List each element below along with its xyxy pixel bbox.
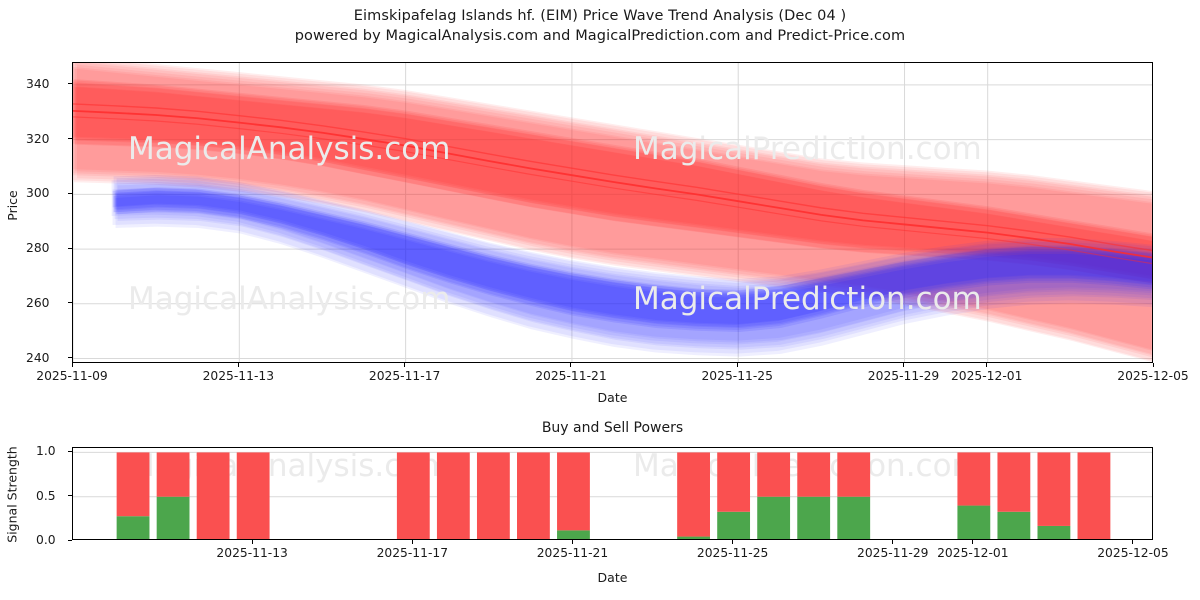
sell-power-bar <box>436 452 470 539</box>
watermark-magicalprediction: MagicalPrediction.com <box>633 131 982 167</box>
sell-power-bar <box>717 452 751 512</box>
power-xtick-2025-12-05: 2025-12-05 <box>1097 546 1169 560</box>
main-xtick-2025-12-05: 2025-12-05 <box>1117 369 1189 383</box>
main-xtick-2025-11-21: 2025-11-21 <box>535 369 607 383</box>
sell-power-bar <box>156 452 190 497</box>
power-xtick-mark-2025-11-21 <box>571 540 573 544</box>
sell-power-bar <box>957 452 991 506</box>
power-chart-xlabel: Date <box>597 570 628 585</box>
buy-power-bar <box>677 536 710 539</box>
sell-power-bar <box>196 452 230 539</box>
main-ytick-mark-300 <box>68 192 72 194</box>
main-ytick-mark-260 <box>68 302 72 304</box>
sell-power-bar <box>517 452 550 539</box>
title-line-1: Eimskipafelag Islands hf. (EIM) Price Wa… <box>353 8 847 24</box>
power-ytick-0: 0.0 <box>36 533 56 547</box>
buy-power-bar <box>957 505 991 539</box>
power-xtick-mark-2025-11-13 <box>251 540 253 544</box>
title-line-2: powered by MagicalAnalysis.com and Magic… <box>294 28 906 44</box>
main-chart-svg: MagicalAnalysis.com MagicalPrediction.com… <box>73 63 1152 362</box>
power-ytick-0.5: 0.5 <box>36 488 56 503</box>
watermark-magicalprediction: MagicalPrediction.com <box>633 281 982 317</box>
sell-power-bar <box>116 452 150 517</box>
sell-power-bar <box>396 452 430 539</box>
power-xtick-2025-11-21: 2025-11-21 <box>536 546 609 560</box>
buy-power-bar <box>837 496 871 539</box>
sell-power-bar <box>997 452 1031 512</box>
power-xtick-2025-12-01: 2025-12-01 <box>937 546 1009 560</box>
watermark-magicalanalysis: MagicalAnalysis.com <box>128 131 450 167</box>
power-xtick-2025-11-29: 2025-11-29 <box>857 546 929 560</box>
buy-power-bar <box>1037 525 1071 539</box>
main-xtick-mark-2025-11-25 <box>736 363 738 367</box>
sell-power-bar <box>557 452 590 531</box>
power-xtick-mark-2025-11-29 <box>892 540 894 544</box>
power-xtick-2025-11-25: 2025-11-25 <box>696 546 769 560</box>
main-xtick-2025-12-01: 2025-12-01 <box>950 369 1023 383</box>
main-xtick-mark-2025-12-05 <box>1152 363 1154 367</box>
power-chart-ylabel: Signal Strength <box>4 446 20 543</box>
buy-power-bar <box>557 530 590 539</box>
main-xtick-mark-2025-11-17 <box>404 363 406 367</box>
main-ytick-mark-240 <box>68 357 72 359</box>
sell-power-bar <box>797 452 831 497</box>
figure-title: Eimskipafelag Islands hf. (EIM) Price Wa… <box>0 6 1200 46</box>
power-xtick-2025-11-17: 2025-11-17 <box>376 546 449 560</box>
power-xtick-mark-2025-11-25 <box>732 540 734 544</box>
main-ytick-260: 260 <box>26 295 50 310</box>
buy-power-bar <box>797 496 831 539</box>
main-xtick-2025-11-13: 2025-11-13 <box>202 369 275 383</box>
buy-power-bar <box>757 496 791 539</box>
power-ytick-1: 1.0 <box>36 444 56 459</box>
power-xtick-mark-2025-12-05 <box>1132 540 1134 544</box>
sell-power-bar <box>476 452 510 539</box>
power-ytick-mark-0 <box>68 539 72 541</box>
main-xtick-mark-2025-12-01 <box>986 363 988 367</box>
main-xtick-mark-2025-11-09 <box>71 363 73 367</box>
main-ytick-240: 240 <box>26 350 50 365</box>
main-xtick-2025-11-09: 2025-11-09 <box>36 369 108 383</box>
main-chart-plot-area: MagicalAnalysis.com MagicalPrediction.com… <box>72 62 1153 363</box>
main-xtick-2025-11-29: 2025-11-29 <box>867 369 940 383</box>
buy-power-bar <box>116 516 150 539</box>
power-ytick-mark-1 <box>68 450 72 452</box>
main-xtick-mark-2025-11-13 <box>237 363 239 367</box>
main-ytick-340: 340 <box>26 76 50 91</box>
power-chart-title: Buy and Sell Powers <box>541 420 684 436</box>
sell-power-bar <box>837 452 871 497</box>
main-ytick-320: 320 <box>26 131 50 146</box>
sell-power-bar <box>236 452 270 539</box>
main-ytick-mark-280 <box>68 247 72 249</box>
main-ytick-mark-340 <box>68 83 72 85</box>
power-xtick-mark-2025-11-17 <box>411 540 413 544</box>
main-ytick-300: 300 <box>26 186 50 201</box>
main-chart-xlabel: Date <box>597 390 628 405</box>
power-xtick-mark-2025-12-01 <box>972 540 974 544</box>
main-xtick-2025-11-17: 2025-11-17 <box>368 369 441 383</box>
sell-power-bar <box>1037 452 1071 526</box>
buy-power-bar <box>717 511 751 539</box>
main-xtick-mark-2025-11-21 <box>570 363 572 367</box>
main-ytick-mark-320 <box>68 138 72 140</box>
main-ytick-280: 280 <box>26 241 50 256</box>
buy-power-bar <box>156 496 190 539</box>
watermark-magicalanalysis: MagicalAnalysis.com <box>128 281 450 317</box>
sell-power-bar <box>757 452 791 497</box>
power-xtick-2025-11-13: 2025-11-13 <box>216 546 288 560</box>
main-chart-ylabel: Price <box>4 190 20 221</box>
buy-power-bar <box>997 511 1031 539</box>
sell-power-bar <box>1077 452 1111 539</box>
main-xtick-2025-11-25: 2025-11-25 <box>701 369 773 383</box>
sell-power-bar <box>677 452 710 537</box>
power-ytick-mark-0.5 <box>68 495 72 497</box>
main-xtick-mark-2025-11-29 <box>903 363 905 367</box>
